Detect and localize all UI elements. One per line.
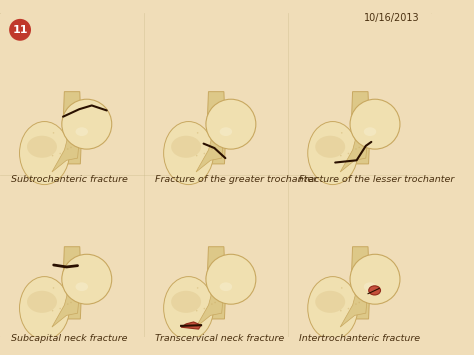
Circle shape xyxy=(359,132,360,133)
Ellipse shape xyxy=(75,127,88,136)
Ellipse shape xyxy=(27,136,57,158)
Ellipse shape xyxy=(364,282,376,291)
Polygon shape xyxy=(196,267,226,327)
Circle shape xyxy=(347,153,349,154)
Ellipse shape xyxy=(308,277,358,340)
Polygon shape xyxy=(340,267,370,327)
Ellipse shape xyxy=(171,291,201,313)
Circle shape xyxy=(217,143,219,144)
Circle shape xyxy=(70,302,72,303)
Ellipse shape xyxy=(219,282,232,291)
Circle shape xyxy=(67,148,69,150)
Circle shape xyxy=(196,310,198,311)
Circle shape xyxy=(217,298,219,299)
Circle shape xyxy=(52,155,54,157)
Circle shape xyxy=(9,19,31,41)
Circle shape xyxy=(358,302,360,303)
Circle shape xyxy=(52,310,54,311)
Ellipse shape xyxy=(315,136,345,158)
Circle shape xyxy=(361,143,363,144)
Circle shape xyxy=(355,148,357,150)
Circle shape xyxy=(206,99,256,149)
Text: Subtrochanteric fracture: Subtrochanteric fracture xyxy=(11,175,128,184)
Ellipse shape xyxy=(19,121,69,185)
Circle shape xyxy=(53,287,55,289)
Circle shape xyxy=(211,303,213,305)
Ellipse shape xyxy=(19,277,69,340)
Polygon shape xyxy=(181,322,201,329)
Polygon shape xyxy=(52,112,82,172)
Circle shape xyxy=(62,99,112,149)
Circle shape xyxy=(197,132,199,133)
Circle shape xyxy=(340,310,342,311)
Circle shape xyxy=(361,298,363,299)
Polygon shape xyxy=(196,112,226,172)
Circle shape xyxy=(71,286,72,288)
Circle shape xyxy=(206,254,256,304)
Text: Subcapital neck fracture: Subcapital neck fracture xyxy=(11,334,128,344)
Polygon shape xyxy=(207,92,225,164)
Circle shape xyxy=(350,254,400,304)
Polygon shape xyxy=(351,247,370,319)
Text: Transcervical neck fracture: Transcervical neck fracture xyxy=(155,334,284,344)
Circle shape xyxy=(350,122,351,124)
Ellipse shape xyxy=(27,291,57,313)
Circle shape xyxy=(355,303,357,305)
Polygon shape xyxy=(351,92,370,164)
Circle shape xyxy=(206,278,207,279)
Ellipse shape xyxy=(369,286,381,295)
Ellipse shape xyxy=(171,136,201,158)
Circle shape xyxy=(206,122,207,124)
Circle shape xyxy=(358,147,360,148)
Circle shape xyxy=(350,99,400,149)
Polygon shape xyxy=(340,112,370,172)
Circle shape xyxy=(340,155,342,157)
Polygon shape xyxy=(63,247,81,319)
Circle shape xyxy=(197,287,199,289)
Circle shape xyxy=(341,132,343,133)
FancyBboxPatch shape xyxy=(0,12,434,339)
Circle shape xyxy=(350,278,351,279)
Circle shape xyxy=(214,302,216,303)
Circle shape xyxy=(347,308,349,309)
Text: Fracture of the lesser trochanter: Fracture of the lesser trochanter xyxy=(299,175,455,184)
Text: 11: 11 xyxy=(12,25,28,35)
Ellipse shape xyxy=(315,291,345,313)
Text: Fracture of the greater trochanter: Fracture of the greater trochanter xyxy=(155,175,317,184)
Circle shape xyxy=(71,132,72,133)
Circle shape xyxy=(62,122,63,124)
Circle shape xyxy=(59,153,61,154)
Circle shape xyxy=(359,286,360,288)
Ellipse shape xyxy=(308,121,358,185)
Circle shape xyxy=(62,278,63,279)
Circle shape xyxy=(214,147,216,148)
Circle shape xyxy=(203,308,205,309)
Circle shape xyxy=(59,308,61,309)
Circle shape xyxy=(215,132,216,133)
Ellipse shape xyxy=(219,127,232,136)
Ellipse shape xyxy=(75,282,88,291)
Text: 10/16/2013: 10/16/2013 xyxy=(364,12,419,22)
Circle shape xyxy=(203,153,205,154)
Text: Intertrochanteric fracture: Intertrochanteric fracture xyxy=(299,334,420,344)
Polygon shape xyxy=(52,267,82,327)
Ellipse shape xyxy=(364,127,376,136)
Circle shape xyxy=(62,254,112,304)
Circle shape xyxy=(211,148,213,150)
Ellipse shape xyxy=(164,121,214,185)
Ellipse shape xyxy=(164,277,214,340)
Circle shape xyxy=(73,298,74,299)
Polygon shape xyxy=(63,92,81,164)
Circle shape xyxy=(196,155,198,157)
Circle shape xyxy=(215,286,216,288)
Circle shape xyxy=(53,132,55,133)
Circle shape xyxy=(67,303,69,305)
Circle shape xyxy=(70,147,72,148)
Polygon shape xyxy=(207,247,225,319)
Circle shape xyxy=(341,287,343,289)
Circle shape xyxy=(73,143,74,144)
